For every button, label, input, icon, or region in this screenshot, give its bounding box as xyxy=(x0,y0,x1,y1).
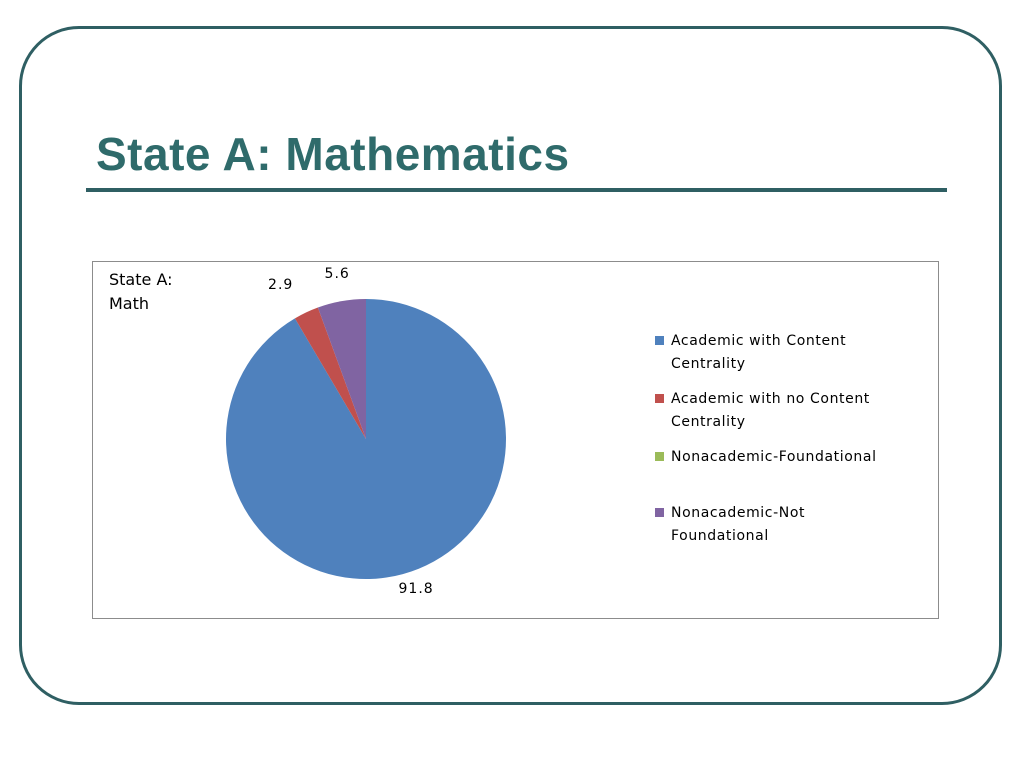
pie-slice-4 xyxy=(317,299,366,439)
legend-swatch xyxy=(655,508,664,517)
legend-swatch xyxy=(655,336,664,345)
legend-label: Nonacademic-Not Foundational xyxy=(671,505,806,544)
data-label-1: 91.8 xyxy=(398,581,434,597)
legend-item-2: Academic with no Content Centrality xyxy=(655,388,925,434)
legend-swatch xyxy=(655,394,664,403)
legend-label: Academic with no Content Centrality xyxy=(671,391,870,430)
data-label-2: 2.9 xyxy=(268,276,294,293)
slide-title: State A: Mathematics xyxy=(96,128,570,180)
legend-item-1: Academic with Content Centrality xyxy=(655,330,925,376)
legend-item-3: Nonacademic-Foundational xyxy=(655,446,925,469)
pie-slice-2 xyxy=(294,307,366,439)
legend-label: Nonacademic-Foundational xyxy=(671,449,877,465)
chart-title: State A: Math xyxy=(109,270,173,313)
slide-frame xyxy=(19,26,1002,705)
title-divider xyxy=(86,188,947,192)
chart-area: State A: Math Academic with Content Cent… xyxy=(92,261,939,619)
data-label-4: 5.6 xyxy=(324,265,350,282)
legend-item-4: Nonacademic-Not Foundational xyxy=(655,502,925,548)
pie-chart xyxy=(225,299,506,579)
legend-swatch xyxy=(655,452,664,461)
legend-label: Academic with Content Centrality xyxy=(671,333,847,372)
